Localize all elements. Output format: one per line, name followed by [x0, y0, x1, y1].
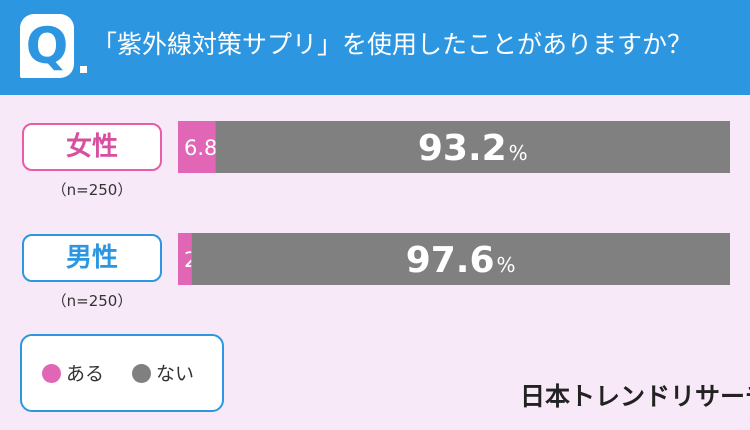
bar-nai-1: [191, 233, 731, 285]
q-badge-icon: Q: [20, 14, 74, 78]
data-label-nai-0: 93.2%: [418, 128, 528, 169]
legend-label-aru: ある: [66, 363, 105, 385]
brand-logo: 日本トレンドリサーチ: [520, 382, 750, 411]
bar-nai-0: [215, 121, 730, 173]
legend-dot-gray-icon: [132, 364, 151, 383]
bar-aru-0: [178, 121, 216, 173]
header: Q 「紫外線対策サプリ」を使用したことがありますか？: [0, 0, 750, 95]
legend-item-nai: ない: [132, 362, 194, 386]
legend: ある ない: [20, 334, 224, 412]
sample-size-female: （n=250）: [51, 181, 133, 199]
bar-aru-1: [178, 233, 192, 285]
question-text: 「紫外線対策サプリ」を使用したことがありますか？: [92, 30, 693, 59]
legend-item-aru: ある: [42, 362, 104, 386]
row-label-female: 女性: [22, 123, 162, 171]
legend-dot-pink-icon: [42, 364, 61, 383]
q-letter: Q: [25, 17, 69, 75]
data-label-nai-1: 97.6%: [406, 240, 516, 281]
q-dot: [80, 66, 87, 73]
row-label-male: 男性: [22, 234, 162, 282]
legend-label-nai: ない: [156, 363, 195, 385]
sample-size-male: （n=250）: [51, 292, 133, 310]
